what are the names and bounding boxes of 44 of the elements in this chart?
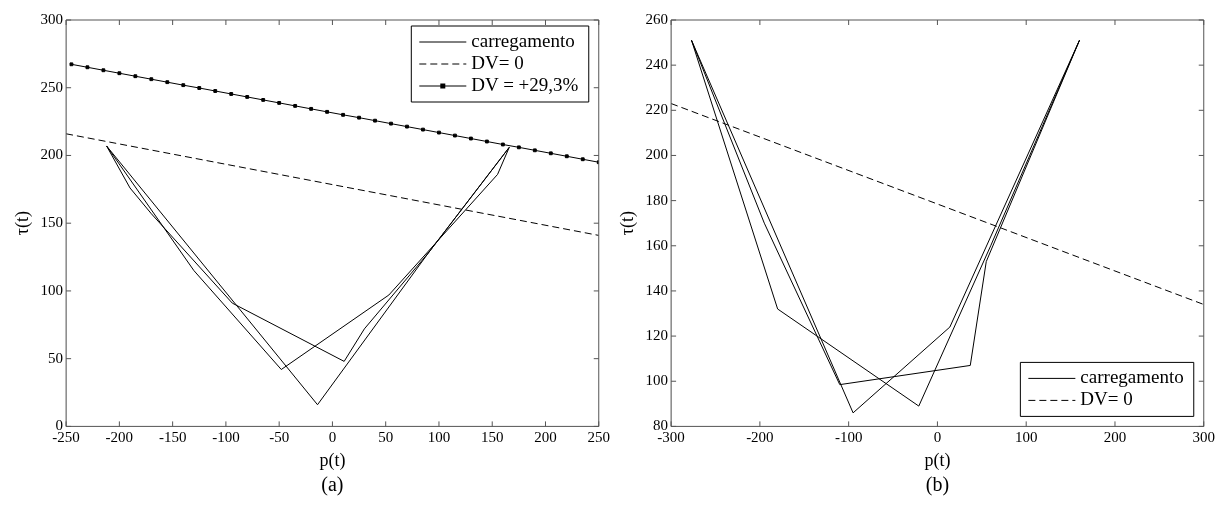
- legend-label: DV = +29,3%: [471, 73, 579, 95]
- x-tick-label: -250: [52, 429, 80, 446]
- y-tick-label: 200: [40, 146, 64, 163]
- x-tick-label: -300: [657, 429, 685, 446]
- x-tick-label: -150: [158, 429, 187, 446]
- y-tick-label: 200: [645, 146, 669, 163]
- y-tick-label: 150: [40, 214, 64, 231]
- x-tick-label: -200: [105, 429, 134, 446]
- y-tick-label: 240: [645, 56, 669, 73]
- y-tick-label: 50: [48, 349, 64, 366]
- y-tick-label: 160: [645, 236, 669, 253]
- legend-label: DV= 0: [1080, 388, 1133, 410]
- legend-label: carregamento: [1080, 366, 1184, 388]
- y-tick-label: 140: [645, 281, 669, 298]
- x-tick-label: 100: [1014, 429, 1038, 446]
- y-tick-label: 260: [645, 10, 669, 27]
- x-tick-label: 0: [328, 429, 337, 446]
- x-axis-title: p(t): [319, 449, 346, 471]
- x-tick-label: 150: [480, 429, 504, 446]
- y-axis-title: τ(t): [11, 211, 33, 236]
- x-tick-label: 0: [933, 429, 942, 446]
- x-axis-title: p(t): [924, 449, 951, 471]
- x-tick-label: 250: [587, 429, 610, 446]
- legend-label: DV= 0: [471, 51, 524, 73]
- y-tick-label: 250: [40, 78, 64, 95]
- y-tick-label: 180: [645, 191, 669, 208]
- x-tick-label: 200: [1103, 429, 1127, 446]
- y-tick-label: 100: [645, 372, 669, 389]
- y-tick-label: 120: [645, 327, 669, 344]
- y-axis-title: τ(t): [616, 211, 638, 236]
- x-tick-label: 100: [427, 429, 451, 446]
- x-tick-label: -100: [212, 429, 240, 446]
- y-tick-label: 100: [40, 281, 64, 298]
- x-tick-label: -50: [269, 429, 290, 446]
- y-tick-label: 220: [645, 101, 669, 118]
- x-tick-label: -200: [746, 429, 774, 446]
- x-tick-label: 50: [378, 429, 394, 446]
- text: (a): [321, 473, 344, 497]
- legend-label: carregamento: [471, 29, 575, 51]
- text: (b): [925, 473, 950, 497]
- x-tick-label: 300: [1192, 429, 1215, 446]
- x-tick-label: -100: [834, 429, 863, 446]
- y-tick-label: 300: [40, 10, 64, 27]
- x-tick-label: 200: [534, 429, 557, 446]
